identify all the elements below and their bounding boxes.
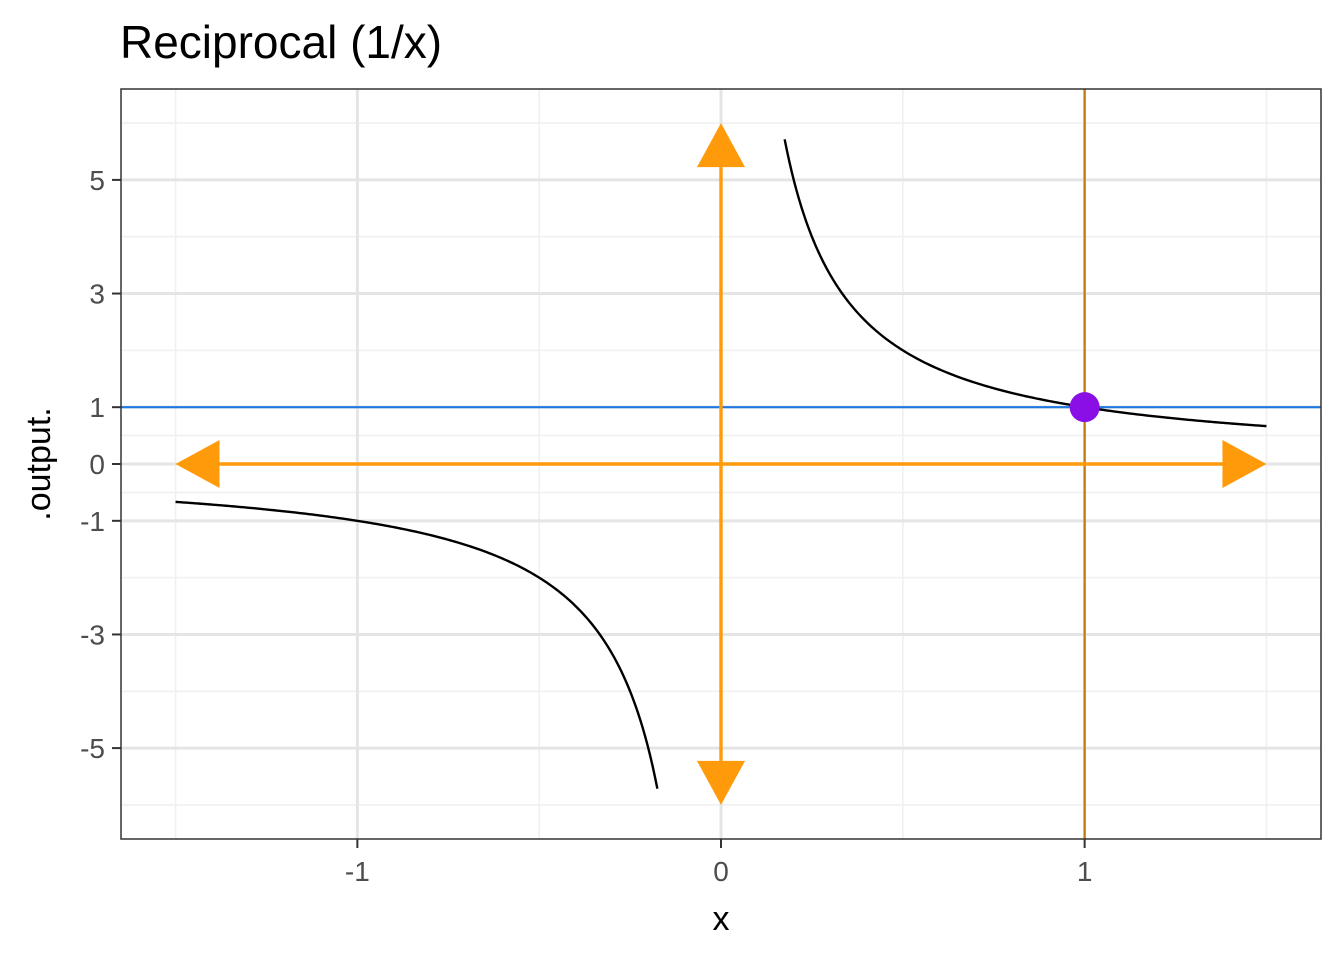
y-tick-label: -3 bbox=[80, 619, 105, 650]
axis-arrows bbox=[175, 123, 1267, 805]
y-tick-label: 1 bbox=[89, 392, 105, 423]
x-axis-arrowhead-right bbox=[1222, 440, 1267, 488]
x-tick-label: 1 bbox=[1077, 856, 1093, 887]
chart-title: Reciprocal (1/x) bbox=[120, 16, 442, 68]
y-tick-label: 3 bbox=[89, 279, 105, 310]
y-axis-ticks: -5 -3 -1 0 1 3 5 bbox=[80, 165, 121, 764]
y-axis-arrowhead-bottom bbox=[697, 760, 745, 805]
y-axis-arrowhead-top bbox=[697, 123, 745, 168]
highlight-point bbox=[1069, 392, 1100, 423]
x-axis-arrowhead-left bbox=[175, 440, 220, 488]
y-tick-label: -5 bbox=[80, 733, 105, 764]
x-axis-ticks: -1 0 1 bbox=[345, 839, 1093, 887]
curve-negative-branch bbox=[175, 500, 659, 789]
curve-positive-branch bbox=[783, 139, 1267, 428]
reciprocal-curves bbox=[175, 139, 1267, 789]
x-axis-title: x bbox=[713, 900, 730, 938]
y-axis-title: .output. bbox=[20, 407, 58, 520]
y-tick-label: -1 bbox=[80, 506, 105, 537]
x-tick-label: -1 bbox=[345, 856, 370, 887]
y-tick-label: 5 bbox=[89, 165, 105, 196]
y-tick-label: 0 bbox=[89, 449, 105, 480]
highlight-points bbox=[1069, 392, 1100, 423]
x-tick-label: 0 bbox=[713, 856, 729, 887]
